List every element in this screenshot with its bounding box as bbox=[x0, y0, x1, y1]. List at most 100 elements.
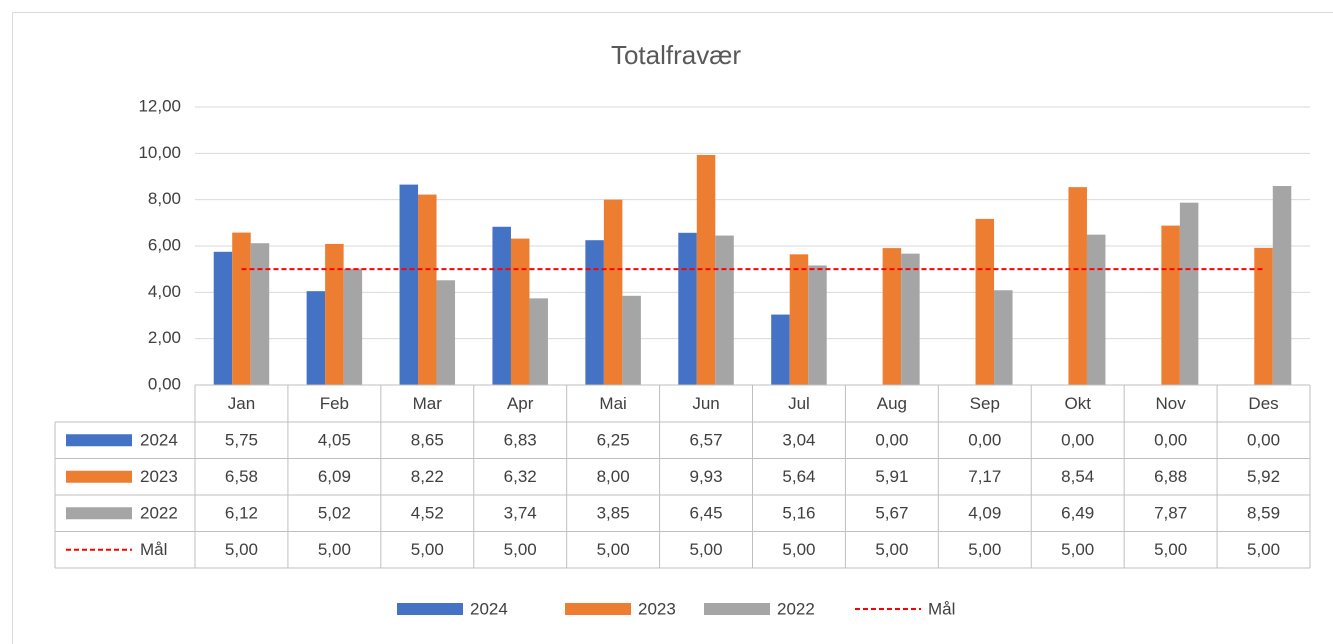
table-series-name: 2024 bbox=[140, 431, 178, 450]
table-value: 6,12 bbox=[225, 504, 258, 523]
bar bbox=[622, 295, 641, 385]
y-tick-label: 4,00 bbox=[148, 282, 181, 301]
table-value: 5,64 bbox=[782, 467, 815, 486]
table-value: 3,85 bbox=[597, 504, 630, 523]
table-value: 0,00 bbox=[1247, 431, 1280, 450]
bar bbox=[325, 243, 344, 385]
table-value: 7,17 bbox=[968, 467, 1001, 486]
x-tick-label: Jan bbox=[228, 394, 255, 413]
table-value: 5,00 bbox=[1247, 540, 1280, 559]
table-value: 5,00 bbox=[1154, 540, 1187, 559]
table-value: 5,00 bbox=[875, 540, 908, 559]
table-value: 8,65 bbox=[411, 431, 444, 450]
table-value: 4,52 bbox=[411, 504, 444, 523]
table-value: 5,67 bbox=[875, 504, 908, 523]
table-value: 6,83 bbox=[504, 431, 537, 450]
bar bbox=[882, 248, 902, 385]
bar bbox=[213, 251, 233, 385]
table-value: 6,88 bbox=[1154, 467, 1187, 486]
table-value: 6,25 bbox=[597, 431, 630, 450]
table-value: 3,74 bbox=[504, 504, 537, 523]
x-tick-label: Sep bbox=[970, 394, 1000, 413]
y-tick-label: 6,00 bbox=[148, 235, 181, 254]
legend-label: 2022 bbox=[777, 599, 815, 618]
bar bbox=[975, 218, 995, 385]
chart-border bbox=[12, 12, 1333, 644]
y-tick-label: 8,00 bbox=[148, 189, 181, 208]
bar bbox=[306, 291, 326, 385]
table-value: 5,16 bbox=[782, 504, 815, 523]
x-tick-label: Des bbox=[1248, 394, 1278, 413]
table-value: 0,00 bbox=[875, 431, 908, 450]
table-series-name: 2022 bbox=[140, 504, 178, 523]
bar bbox=[492, 226, 511, 385]
table-value: 0,00 bbox=[1061, 431, 1094, 450]
table-value: 6,57 bbox=[689, 431, 722, 450]
bar bbox=[436, 280, 456, 385]
x-tick-label: Feb bbox=[320, 394, 349, 413]
table-value: 6,49 bbox=[1061, 504, 1094, 523]
bar bbox=[1179, 202, 1199, 385]
table-value: 5,00 bbox=[1061, 540, 1094, 559]
table-value: 6,58 bbox=[225, 467, 258, 486]
table-series-name: Mål bbox=[140, 540, 167, 559]
table-value: 7,87 bbox=[1154, 504, 1187, 523]
x-tick-label: Jun bbox=[692, 394, 719, 413]
table-value: 5,02 bbox=[318, 504, 351, 523]
legend-key bbox=[397, 603, 463, 615]
table-value: 5,00 bbox=[782, 540, 815, 559]
chart-title: Totalfravær bbox=[611, 40, 741, 70]
bar bbox=[585, 240, 604, 385]
bar bbox=[232, 232, 251, 385]
bar bbox=[399, 184, 419, 385]
table-value: 4,05 bbox=[318, 431, 351, 450]
table-value: 9,93 bbox=[689, 467, 722, 486]
bar bbox=[901, 253, 920, 385]
table-series-name: 2023 bbox=[140, 467, 178, 486]
bar bbox=[1068, 187, 1087, 385]
bar bbox=[715, 235, 734, 385]
table-value: 6,32 bbox=[504, 467, 537, 486]
x-tick-label: Apr bbox=[507, 394, 534, 413]
bar bbox=[529, 298, 548, 385]
x-tick-label: Nov bbox=[1156, 394, 1187, 413]
bar bbox=[789, 254, 809, 385]
table-value: 5,92 bbox=[1247, 467, 1280, 486]
table-value: 5,75 bbox=[225, 431, 258, 450]
table-value: 5,00 bbox=[689, 540, 722, 559]
bar bbox=[418, 194, 437, 385]
table-value: 5,00 bbox=[597, 540, 630, 559]
table-value: 5,00 bbox=[968, 540, 1001, 559]
bar bbox=[1272, 185, 1292, 385]
table-value: 5,00 bbox=[504, 540, 537, 559]
bar bbox=[994, 290, 1013, 385]
y-tick-label: 2,00 bbox=[148, 328, 181, 347]
x-tick-label: Okt bbox=[1064, 394, 1091, 413]
table-legend-key bbox=[66, 434, 132, 447]
table-value: 5,00 bbox=[225, 540, 258, 559]
legend-key bbox=[704, 603, 770, 615]
table-value: 5,00 bbox=[318, 540, 351, 559]
bar bbox=[343, 268, 363, 385]
legend-label: 2024 bbox=[470, 599, 508, 618]
table-legend-key bbox=[66, 470, 132, 483]
x-tick-label: Mar bbox=[413, 394, 443, 413]
bar bbox=[1254, 247, 1273, 385]
y-tick-label: 12,00 bbox=[138, 96, 181, 115]
table-value: 8,00 bbox=[597, 467, 630, 486]
table-value: 8,59 bbox=[1247, 504, 1280, 523]
table-value: 8,54 bbox=[1061, 467, 1094, 486]
x-tick-label: Aug bbox=[877, 394, 907, 413]
bar bbox=[1161, 225, 1180, 385]
table-value: 8,22 bbox=[411, 467, 444, 486]
table-value: 3,04 bbox=[782, 431, 815, 450]
bar bbox=[510, 238, 530, 385]
bar bbox=[603, 199, 623, 385]
bar bbox=[678, 232, 697, 385]
y-tick-label: 0,00 bbox=[148, 374, 181, 393]
table-value: 5,00 bbox=[411, 540, 444, 559]
legend-label: Mål bbox=[928, 599, 955, 618]
table-value: 4,09 bbox=[968, 504, 1001, 523]
table-value: 6,45 bbox=[689, 504, 722, 523]
